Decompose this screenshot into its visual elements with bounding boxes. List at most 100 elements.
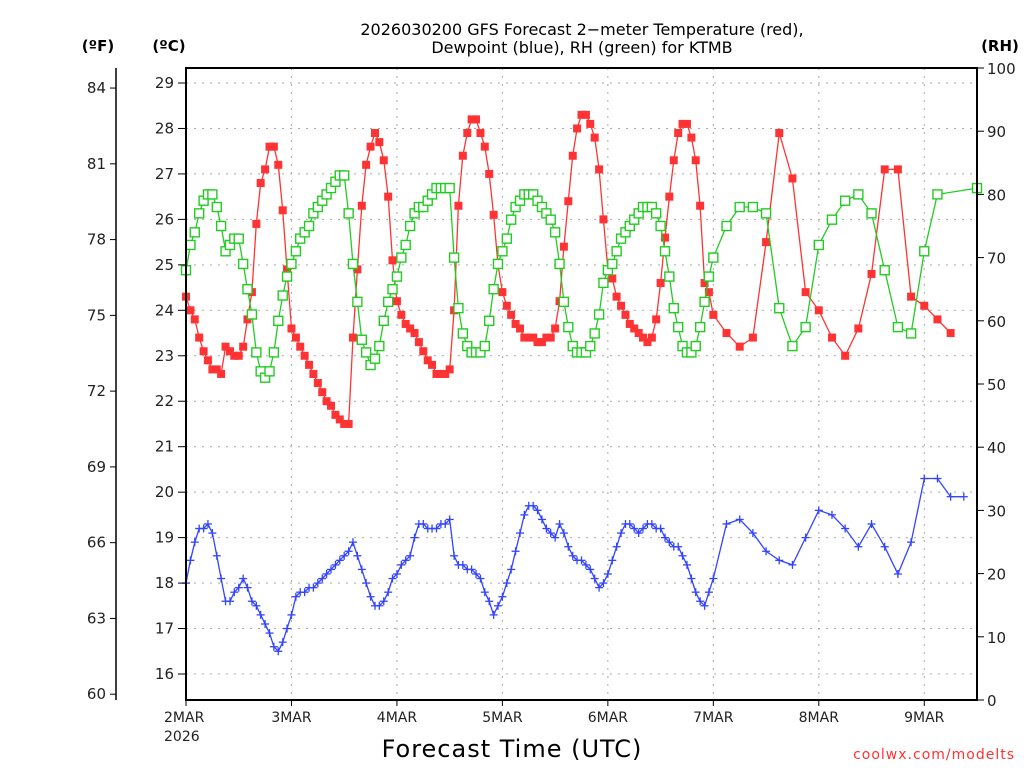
dewpoint-point <box>577 556 586 565</box>
temperature-point <box>436 369 445 378</box>
dewpoint-point <box>722 519 731 528</box>
rh-point <box>246 309 258 320</box>
temperature-point <box>203 356 212 365</box>
rh-point <box>905 328 917 339</box>
dewpoint-point <box>239 574 248 583</box>
dewpoint-point <box>217 574 226 583</box>
rh-point <box>303 220 315 232</box>
rh-point <box>673 321 684 333</box>
temperature-point <box>445 365 454 374</box>
dewpoint-point <box>748 529 757 538</box>
rh-tick-label: 70 <box>987 250 1006 268</box>
dewpoint-point <box>489 610 498 619</box>
dewpoint-point <box>392 569 401 578</box>
temperature-point <box>559 242 568 251</box>
temperature-point <box>564 197 573 206</box>
temperature-point <box>524 333 533 342</box>
temperature-point <box>428 360 437 369</box>
temperature-point <box>252 219 261 228</box>
dewpoint-point <box>687 574 696 583</box>
temperature-point <box>379 156 388 165</box>
temperature-point <box>441 369 450 378</box>
dewpoint-point <box>287 610 296 619</box>
rh-point <box>734 201 745 213</box>
temperature-point <box>841 351 850 360</box>
temperature-point <box>586 119 595 128</box>
celsius-tick-label: 25 <box>155 256 174 274</box>
temperature-point <box>678 119 687 128</box>
temperature-point <box>265 142 274 151</box>
x-axis-label: Forecast Time (UTC) <box>382 735 643 763</box>
dewpoint-point <box>638 524 647 533</box>
dewpoint-point <box>366 592 375 601</box>
rh-point <box>237 258 249 270</box>
rh-point <box>598 277 609 289</box>
rh-point <box>774 302 785 314</box>
temperature-point <box>854 324 863 333</box>
temperature-point <box>735 342 744 351</box>
dewpoint-point <box>775 556 784 565</box>
dewpoint-point <box>291 592 300 601</box>
rh-tick-label: 20 <box>987 566 1006 584</box>
temperature-point <box>414 338 423 347</box>
dewpoint-point <box>603 569 612 578</box>
dewpoint-point <box>801 533 810 542</box>
temperature-point <box>388 256 397 265</box>
dewpoint-point <box>406 551 415 560</box>
rh-point <box>484 315 495 326</box>
rh-point <box>479 340 490 352</box>
rh-point <box>396 252 407 263</box>
dewpoint-point <box>529 501 538 510</box>
dewpoint-point <box>278 638 287 647</box>
rh-tick-label: 50 <box>987 376 1006 394</box>
temperature-point <box>375 138 384 147</box>
dewpoint-point <box>186 556 195 565</box>
dewpoint-line <box>185 477 964 653</box>
rh-point <box>892 321 904 333</box>
dewpoint-point <box>665 538 674 547</box>
rh-point <box>589 328 600 339</box>
dewpoint-point <box>546 529 555 538</box>
dewpoint-point <box>410 533 419 542</box>
credit-link[interactable]: coolwx.com/modelts <box>853 747 1015 763</box>
celsius-tick-label: 19 <box>155 529 174 547</box>
temperature-point <box>537 338 546 347</box>
rh-point <box>694 321 706 333</box>
temperature-point <box>617 301 626 310</box>
dewpoint-point <box>441 519 450 528</box>
temperature-point <box>353 265 362 274</box>
temperature-point <box>704 288 713 297</box>
dewpoint-point <box>322 569 331 578</box>
fahrenheit-tick-label: 66 <box>87 534 106 552</box>
rh-tick-label: 90 <box>987 123 1006 141</box>
dewpoint-point <box>357 565 366 574</box>
temperature-point <box>458 151 467 160</box>
dewpoint-point <box>419 519 428 528</box>
temperature-point <box>467 115 476 124</box>
temperature-point <box>331 410 340 419</box>
fahrenheit-axis-label: (ºF) <box>82 37 114 55</box>
dewpoint-point <box>933 474 942 483</box>
rh-tick-label: 10 <box>987 629 1006 647</box>
dewpoint-point <box>634 529 643 538</box>
rh-point <box>554 258 565 270</box>
temperature-point <box>190 315 199 324</box>
temperature-point <box>463 129 472 138</box>
dewpoint-point <box>335 556 344 565</box>
temperature-point <box>775 129 784 138</box>
rh-tick-label: 80 <box>987 186 1006 204</box>
temperature-point <box>652 315 661 324</box>
dewpoint-point <box>788 560 797 569</box>
dewpoint-point <box>814 506 823 515</box>
temperature-point <box>208 365 217 374</box>
temperature-point <box>340 419 349 428</box>
temperature-point <box>291 333 300 342</box>
temperature-point <box>269 142 278 151</box>
temperature-point <box>581 110 590 119</box>
temperature-point <box>762 238 771 247</box>
dewpoint-point <box>533 506 542 515</box>
rh-point <box>273 315 284 326</box>
dewpoint-point <box>274 647 283 656</box>
dewpoint-point <box>318 574 327 583</box>
